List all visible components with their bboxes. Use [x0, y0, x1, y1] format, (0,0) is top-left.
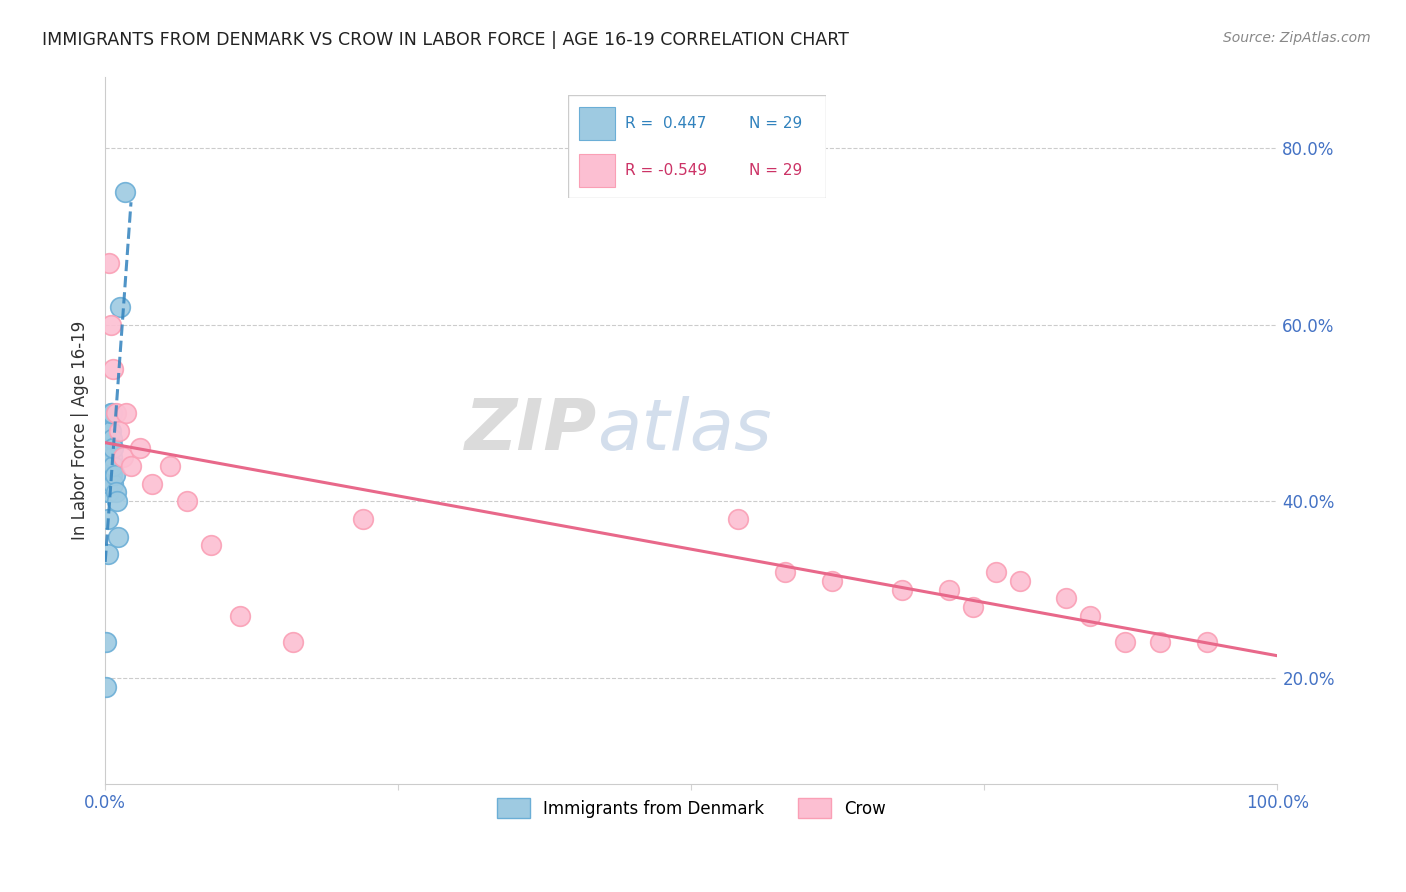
Point: [98, 424, 121, 438]
Point: [200, 538, 222, 552]
Point: [98, 442, 121, 456]
Y-axis label: In Labor Force | Age 16-19: In Labor Force | Age 16-19: [72, 321, 89, 541]
Point: [115, 406, 138, 420]
Text: ZIP: ZIP: [465, 396, 598, 465]
Point: [100, 318, 122, 332]
Point: [938, 582, 960, 597]
Point: [129, 442, 152, 456]
Point: [97, 467, 120, 482]
Point: [98, 458, 121, 473]
Point: [100, 424, 122, 438]
Point: [727, 512, 749, 526]
Point: [96, 512, 118, 526]
Point: [141, 476, 163, 491]
Point: [107, 529, 129, 543]
Point: [1054, 591, 1077, 606]
Point: [100, 406, 122, 420]
Point: [104, 467, 127, 482]
Point: [352, 512, 374, 526]
Point: [105, 494, 128, 508]
Point: [821, 574, 844, 588]
Point: [100, 458, 122, 473]
Point: [103, 458, 125, 473]
Point: [120, 458, 142, 473]
Legend: Immigrants from Denmark, Crow: Immigrants from Denmark, Crow: [489, 791, 893, 825]
Point: [97, 256, 120, 270]
Point: [96, 485, 118, 500]
Point: [104, 406, 127, 420]
Point: [984, 565, 1007, 579]
Point: [103, 361, 125, 376]
Point: [101, 433, 124, 447]
Point: [176, 494, 198, 508]
Point: [108, 424, 131, 438]
Point: [962, 600, 984, 615]
Text: IMMIGRANTS FROM DENMARK VS CROW IN LABOR FORCE | AGE 16-19 CORRELATION CHART: IMMIGRANTS FROM DENMARK VS CROW IN LABOR…: [42, 31, 849, 49]
Point: [100, 442, 122, 456]
Point: [97, 485, 120, 500]
Point: [281, 635, 304, 649]
Point: [101, 406, 124, 420]
Point: [111, 450, 134, 464]
Point: [96, 680, 118, 694]
Point: [773, 565, 796, 579]
Point: [97, 442, 120, 456]
Point: [96, 635, 118, 649]
Point: [1078, 609, 1101, 624]
Point: [891, 582, 914, 597]
Text: atlas: atlas: [598, 396, 772, 465]
Point: [103, 476, 125, 491]
Point: [101, 467, 124, 482]
Text: Source: ZipAtlas.com: Source: ZipAtlas.com: [1223, 31, 1371, 45]
Point: [159, 458, 181, 473]
Point: [1197, 635, 1219, 649]
Point: [98, 476, 121, 491]
Point: [103, 442, 125, 456]
Point: [1008, 574, 1031, 588]
Point: [1114, 635, 1136, 649]
Point: [101, 450, 124, 464]
Point: [104, 485, 127, 500]
Point: [229, 609, 252, 624]
Point: [110, 300, 132, 314]
Point: [114, 185, 136, 199]
Point: [96, 547, 118, 561]
Point: [1149, 635, 1171, 649]
